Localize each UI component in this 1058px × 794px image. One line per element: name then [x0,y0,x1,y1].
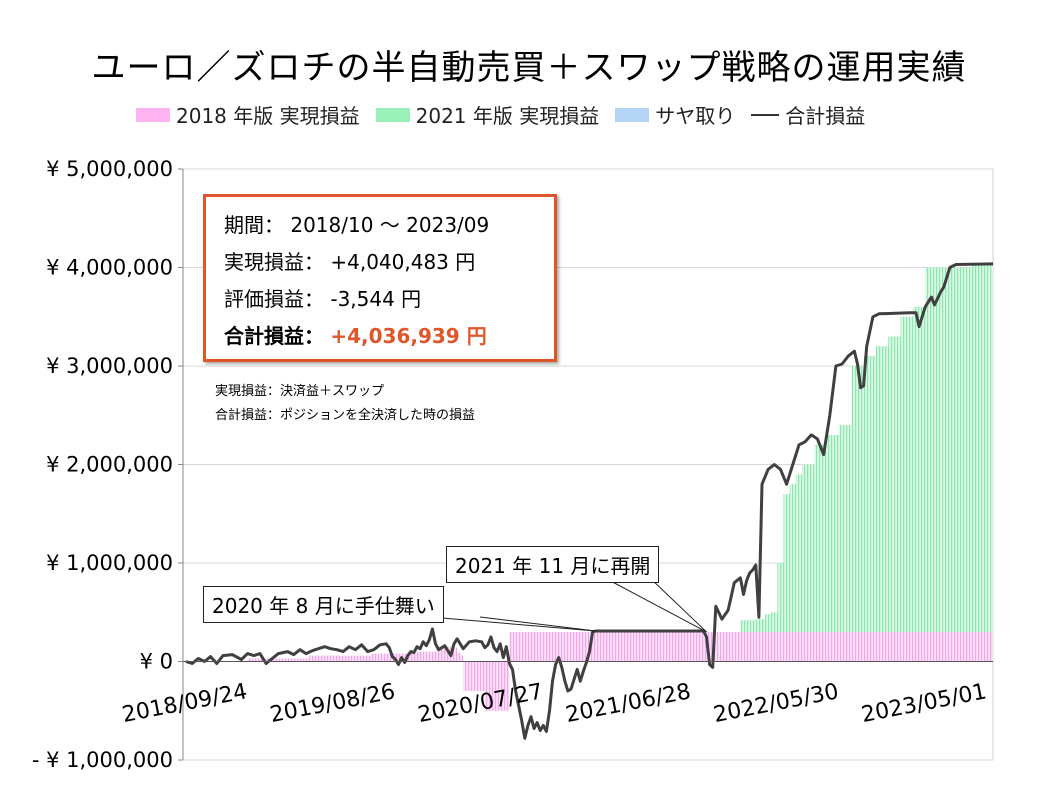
summary-unrealized: 評価損益： -3,544 円 [224,287,422,311]
legend-item-2018: 2018 年版 実現損益 [136,100,360,129]
legend-swatch-2018 [136,107,170,122]
annotation-restart-pointer [604,577,707,633]
summary-total-value: +4,036,939 円 [330,324,487,348]
summary-period: 期間： 2018/10 ～ 2023/09 [224,213,490,237]
legend-item-saya: サヤ取り [615,100,735,129]
note-total: 合計損益：ポジションを全決済した時の損益 [215,408,476,423]
y-tick-label: ¥ 1,000,000 [46,551,173,575]
line-total-pnl [185,262,994,740]
x-tick-label: 2018/09/24 [120,679,249,728]
annotation-restart-pointer [649,577,707,633]
legend-item-2021: 2021 年版 実現損益 [375,100,600,129]
summary-total-label: 合計損益： [224,324,324,348]
annotation-pause-pointer [479,616,596,632]
x-tick-label: 2022/05/30 [712,679,841,728]
x-tick-label: 2019/08/26 [268,679,397,728]
legend-line-total [751,113,780,116]
y-tick-label: - ¥ 1,000,000 [32,748,173,772]
annotation-pause: 2020 年 8 月に手仕舞い [203,586,444,623]
summary-total: 合計損益： +4,036,939 円 [224,318,554,355]
note-realized: 実現損益：決済益＋スワップ [215,384,385,399]
legend-label-2021: 2021 年版 実現損益 [415,104,600,128]
y-tick-label: ¥ 5,000,000 [46,157,173,181]
y-tick-label: ¥ 2,000,000 [46,453,173,477]
annotation-restart: 2021 年 11 月に再開 [446,546,660,583]
legend-item-total: 合計損益 [751,100,865,129]
y-tick-label: ¥ 3,000,000 [46,354,173,378]
legend-label-total: 合計損益 [785,104,866,128]
annotation-pause-pointer [429,616,596,632]
legend-label-saya: サヤ取り [655,104,736,128]
area-2018-realized [186,631,993,711]
summary-realized: 実現損益： +4,040,483 円 [224,250,476,274]
x-tick-label: 2021/06/28 [564,679,693,728]
x-tick-label: 2023/05/01 [859,679,988,728]
legend-label-2018: 2018 年版 実現損益 [176,104,360,128]
summary-box: 期間： 2018/10 ～ 2023/09 実現損益： +4,040,483 円… [203,194,557,362]
legend: 2018 年版 実現損益 2021 年版 実現損益 サヤ取り 合計損益 [136,100,881,129]
legend-swatch-saya [615,107,650,122]
y-tick-label: ¥ 4,000,000 [46,256,173,280]
area-2021-realized [186,263,993,662]
y-tick-label: ¥ 0 [140,650,173,674]
chart-title: ユーロ／ズロチの半自動売買＋スワップ戦略の運用実績 [91,48,967,88]
legend-swatch-2021 [375,107,410,122]
